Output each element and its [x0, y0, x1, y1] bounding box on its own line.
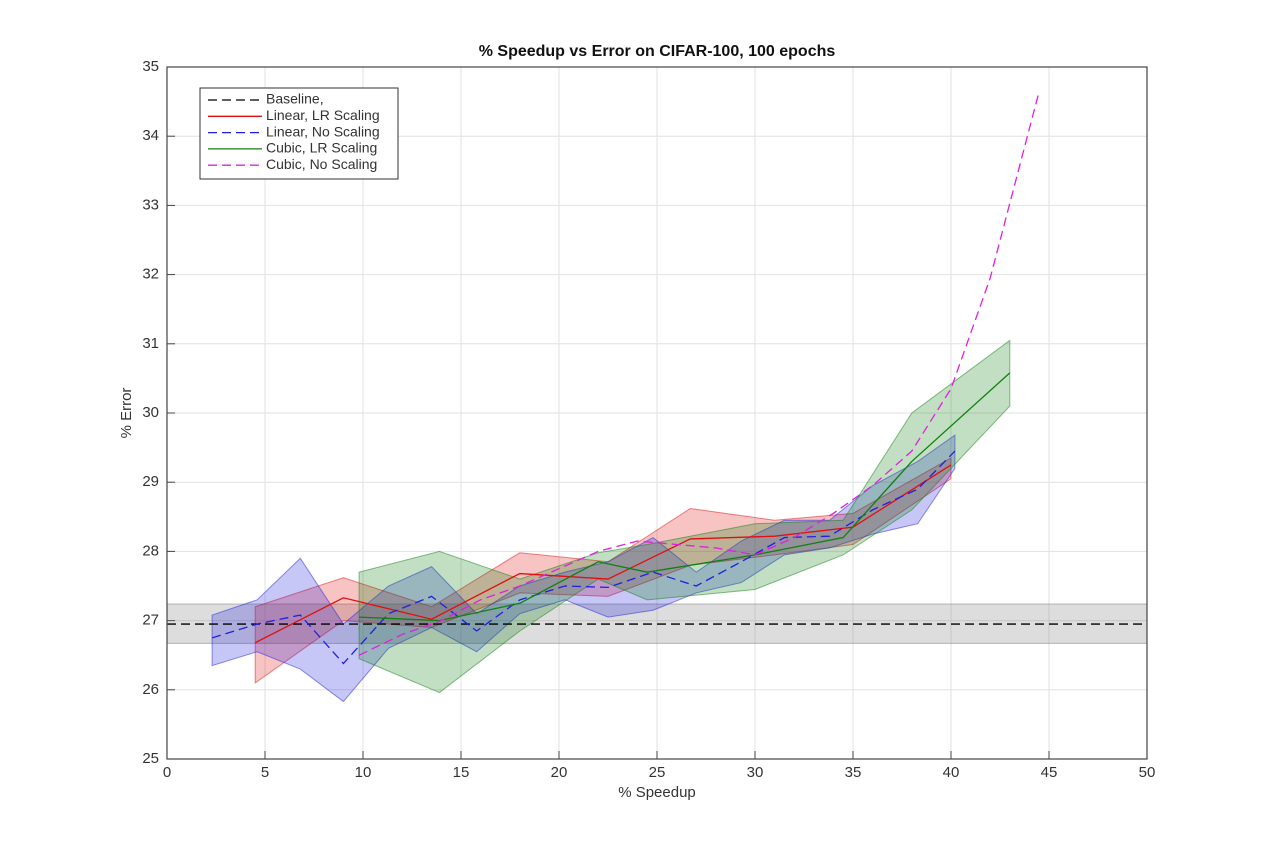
x-tick-label: 10 — [355, 764, 372, 781]
series-line — [358, 91, 1040, 656]
y-axis-label: % Error — [118, 388, 135, 439]
x-tick-label: 50 — [1139, 764, 1156, 781]
x-axis-label: % Speedup — [618, 784, 696, 801]
x-tick-label: 25 — [649, 764, 666, 781]
y-tick-label: 25 — [142, 750, 159, 767]
plot-frame — [166, 66, 1148, 760]
x-tick-label: 45 — [1041, 764, 1058, 781]
series-line — [359, 372, 1011, 622]
y-tick-label: 30 — [142, 404, 159, 421]
y-tick-label: 33 — [142, 196, 159, 213]
series-line — [211, 450, 956, 665]
legend-label: Cubic, No Scaling — [266, 156, 377, 172]
x-tick-label: 20 — [551, 764, 568, 781]
error-band — [211, 434, 956, 703]
x-tick-label: 0 — [163, 764, 171, 781]
y-tick-label: 26 — [142, 681, 159, 698]
legend-label: Linear, No Scaling — [266, 123, 380, 139]
x-tick-label: 15 — [453, 764, 470, 781]
y-tick-label: 28 — [142, 542, 159, 559]
legend-label: Linear, LR Scaling — [266, 107, 380, 123]
x-tick-label: 5 — [261, 764, 269, 781]
y-tick-label: 32 — [142, 266, 159, 283]
series-line — [254, 464, 952, 644]
error-band — [358, 339, 1011, 694]
legend-label: Baseline, — [266, 91, 324, 107]
y-tick-label: 34 — [142, 127, 159, 144]
legend-label: Cubic, LR Scaling — [266, 140, 377, 156]
x-tick-label: 30 — [747, 764, 764, 781]
y-tick-label: 35 — [142, 58, 159, 75]
legend-box — [199, 87, 399, 180]
chart-title: % Speedup vs Error on CIFAR-100, 100 epo… — [479, 43, 836, 60]
y-tick-label: 29 — [142, 473, 159, 490]
y-tick-label: 27 — [142, 612, 159, 629]
x-tick-label: 40 — [943, 764, 960, 781]
y-tick-label: 31 — [142, 335, 159, 352]
x-tick-label: 35 — [845, 764, 862, 781]
